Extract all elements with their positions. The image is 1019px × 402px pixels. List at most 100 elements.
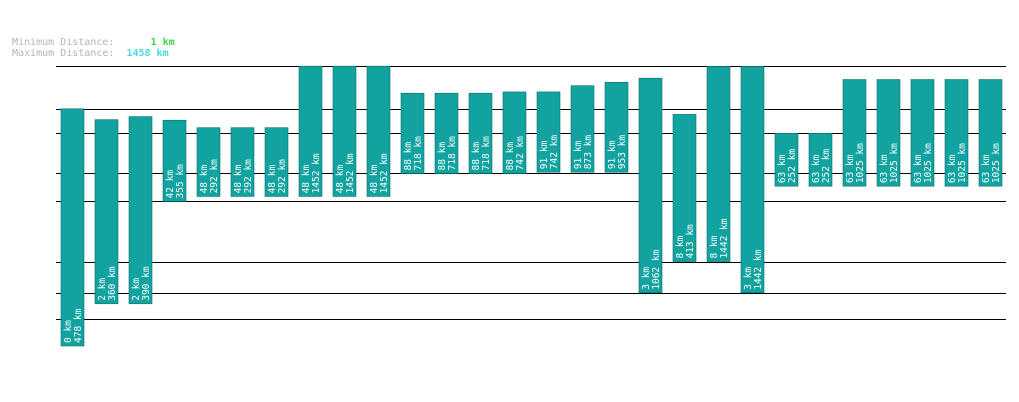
range-bar: 91 km 873 km: [570, 85, 595, 173]
bar-min-label: 2 km: [131, 278, 142, 301]
range-bar: 8 km 1442 km: [706, 66, 731, 262]
bar-min-label: 0 km: [63, 320, 74, 343]
range-bar-rect: [808, 133, 833, 187]
bar-max-label: 355 km: [175, 164, 186, 199]
range-bar-rect: [672, 114, 697, 262]
range-bar-rect: [298, 65, 323, 197]
range-bar-rect: [774, 133, 799, 187]
bar-min-label: 3 km: [743, 267, 754, 290]
bar-min-label: 2 km: [97, 278, 108, 301]
range-bar: 91 km 953 km: [604, 82, 629, 173]
legend-max-row: Maximum Distance: 1458 km: [0, 39, 169, 59]
range-bar-rect: [230, 127, 255, 197]
range-bar-rect: [876, 79, 901, 187]
range-bar: 63 km 1025 km: [876, 79, 901, 187]
range-bar: 48 km 292 km: [230, 127, 255, 197]
bar-min-label: 48 km: [233, 165, 244, 194]
bar-max-label: 1025 km: [889, 143, 900, 183]
range-bar-rect: [162, 119, 187, 202]
range-bar: 88 km 742 km: [502, 91, 527, 174]
bar-max-label: 1025 km: [991, 143, 1002, 183]
bar-max-label: 360 km: [107, 266, 118, 301]
bar-max-label: 1452 km: [345, 153, 356, 193]
bar-max-label: 292 km: [209, 159, 220, 194]
range-bar: 63 km 252 km: [774, 133, 799, 187]
bar-min-label: 63 km: [777, 154, 788, 183]
range-bar: 2 km 390 km: [128, 116, 153, 305]
bar-min-label: 63 km: [879, 154, 890, 183]
range-bar-rect: [468, 92, 493, 174]
bar-min-label: 63 km: [845, 154, 856, 183]
bar-max-label: 1025 km: [923, 143, 934, 183]
range-bar-rect: [842, 79, 867, 187]
range-bar-rect: [706, 66, 731, 262]
range-bar-rect: [604, 82, 629, 173]
range-bar: 48 km 1452 km: [332, 65, 357, 197]
range-bar-rect: [366, 65, 391, 197]
bar-max-label: 742 km: [515, 136, 526, 171]
bar-max-label: 1442 km: [753, 249, 764, 289]
range-bar-rect: [638, 77, 663, 294]
range-bar: 88 km 718 km: [400, 92, 425, 174]
bar-min-label: 42 km: [165, 170, 176, 199]
range-bar: 3 km 1442 km: [740, 66, 765, 294]
bar-max-label: 413 km: [685, 224, 696, 259]
range-bar-rect: [502, 91, 527, 174]
range-bar: 48 km 292 km: [196, 127, 221, 197]
bar-max-label: 252 km: [821, 149, 832, 184]
legend-min-row: Minimum Distance: 1 km: [0, 28, 175, 48]
range-bar: 48 km 1452 km: [298, 65, 323, 197]
range-bar-rect: [910, 79, 935, 187]
bar-max-label: 1025 km: [957, 143, 968, 183]
range-bar-rect: [944, 79, 969, 187]
range-bar: 8 km 413 km: [672, 114, 697, 262]
range-bar: 0 km 478 km: [60, 108, 85, 347]
range-bar: 2 km 360 km: [94, 119, 119, 305]
bar-min-label: 48 km: [369, 165, 380, 194]
legend-min-label: Minimum Distance:: [12, 37, 115, 48]
range-bar: 91 km 742 km: [536, 91, 561, 173]
bar-min-label: 48 km: [335, 165, 346, 194]
bar-min-label: 3 km: [641, 267, 652, 290]
bar-max-label: 742 km: [549, 135, 560, 170]
range-bar-rect: [332, 65, 357, 197]
range-bar: 63 km 1025 km: [944, 79, 969, 187]
bar-max-label: 718 km: [413, 136, 424, 171]
bar-min-label: 91 km: [607, 140, 618, 169]
range-bar-rect: [400, 92, 425, 174]
bar-min-label: 91 km: [573, 140, 584, 169]
bar-max-label: 252 km: [787, 149, 798, 184]
range-bar-rect: [60, 108, 85, 347]
range-bar-rect: [536, 91, 561, 173]
range-bar-rect: [740, 66, 765, 294]
range-bar: 63 km 252 km: [808, 133, 833, 187]
bar-min-label: 88 km: [505, 142, 516, 171]
bar-min-label: 88 km: [471, 142, 482, 171]
range-bar: 3 km 1062 km: [638, 77, 663, 294]
legend-max-label: Maximum Distance:: [12, 48, 115, 59]
bar-max-label: 1442 km: [719, 218, 730, 258]
range-bar: 63 km 1025 km: [842, 79, 867, 187]
range-bar: 48 km 292 km: [264, 127, 289, 197]
bar-max-label: 718 km: [481, 136, 492, 171]
bar-max-label: 718 km: [447, 136, 458, 171]
range-bar-rect: [978, 79, 1003, 187]
bar-min-label: 48 km: [199, 165, 210, 194]
range-bar-rect: [196, 127, 221, 197]
bar-max-label: 1452 km: [311, 153, 322, 193]
range-bar-rect: [570, 85, 595, 173]
bar-max-label: 292 km: [243, 159, 254, 194]
bar-max-label: 1452 km: [379, 153, 390, 193]
bar-min-label: 91 km: [539, 140, 550, 169]
range-bar: 88 km 718 km: [468, 92, 493, 174]
range-bar: 88 km 718 km: [434, 92, 459, 174]
bar-max-label: 953 km: [617, 135, 628, 170]
range-bar-rect: [434, 92, 459, 174]
bar-max-label: 478 km: [73, 308, 84, 343]
bar-max-label: 1062 km: [651, 249, 662, 289]
bar-min-label: 48 km: [267, 165, 278, 194]
range-bar: 48 km 1452 km: [366, 65, 391, 197]
range-bar: 42 km 355 km: [162, 119, 187, 202]
range-bar: 63 km 1025 km: [910, 79, 935, 187]
